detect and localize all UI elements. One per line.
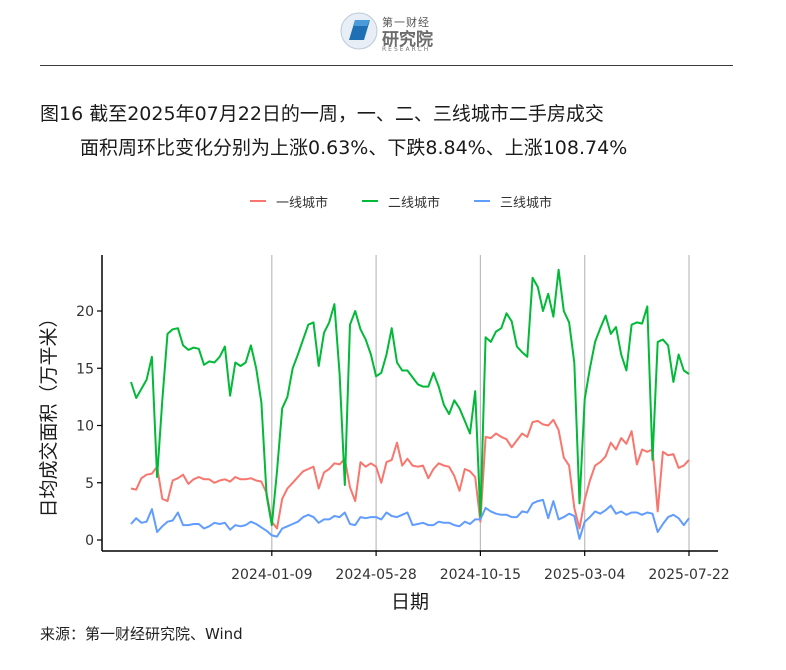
y-tick-label: 10 [76, 419, 94, 435]
source-note: 来源：第一财经研究院、Wind [40, 625, 243, 643]
legend-label-tier1: 一线城市 [276, 195, 329, 211]
logo-emblem-icon [340, 12, 378, 50]
legend-swatch-tier3 [474, 200, 490, 202]
y-axis-title: 日均成交面积（万平米） [38, 308, 60, 517]
series-line-2 [130, 268, 690, 527]
legend-label-tier2: 二线城市 [388, 195, 441, 211]
legend-label-tier3: 三线城市 [500, 195, 553, 211]
x-tick-label: 2025-07-22 [648, 567, 729, 583]
figure-title-line1: 图16 截至2025年07月22日的一周，一、二、三线城市二手房成交 [40, 103, 604, 125]
legend-swatch-tier1 [250, 200, 266, 202]
logo-main-text: 研究院 [382, 30, 433, 50]
y-tick-label: 15 [76, 361, 94, 377]
research-logo: 第一财经 研究院 RESEARCH [340, 10, 450, 53]
x-tick-label: 2024-05-28 [335, 567, 416, 583]
y-tick-label: 0 [85, 533, 94, 549]
logo-small-text: 第一财经 [382, 16, 430, 29]
y-tick-label: 5 [85, 476, 94, 492]
chart-legend: 一线城市 二线城市 三线城市 [0, 190, 786, 212]
x-axis-title: 日期 [391, 591, 429, 613]
x-tick-label: 2024-01-09 [231, 567, 312, 583]
series-line-1 [130, 418, 690, 530]
series-line-3 [130, 498, 690, 540]
figure-title-line2: 面积周环比变化分别为上涨0.63%、下跌8.84%、上涨108.74% [80, 137, 628, 159]
x-tick-label: 2024-10-15 [440, 567, 521, 583]
legend-swatch-tier2 [362, 200, 378, 202]
y-tick-label: 20 [76, 304, 94, 320]
logo-en-text: RESEARCH [382, 46, 431, 53]
legend-item-tier3: 三线城市 [474, 190, 552, 212]
x-tick-label: 2025-03-04 [544, 567, 625, 583]
legend-item-tier2: 二线城市 [362, 190, 440, 212]
legend-item-tier1: 一线城市 [250, 190, 328, 212]
header-rule [40, 65, 733, 66]
